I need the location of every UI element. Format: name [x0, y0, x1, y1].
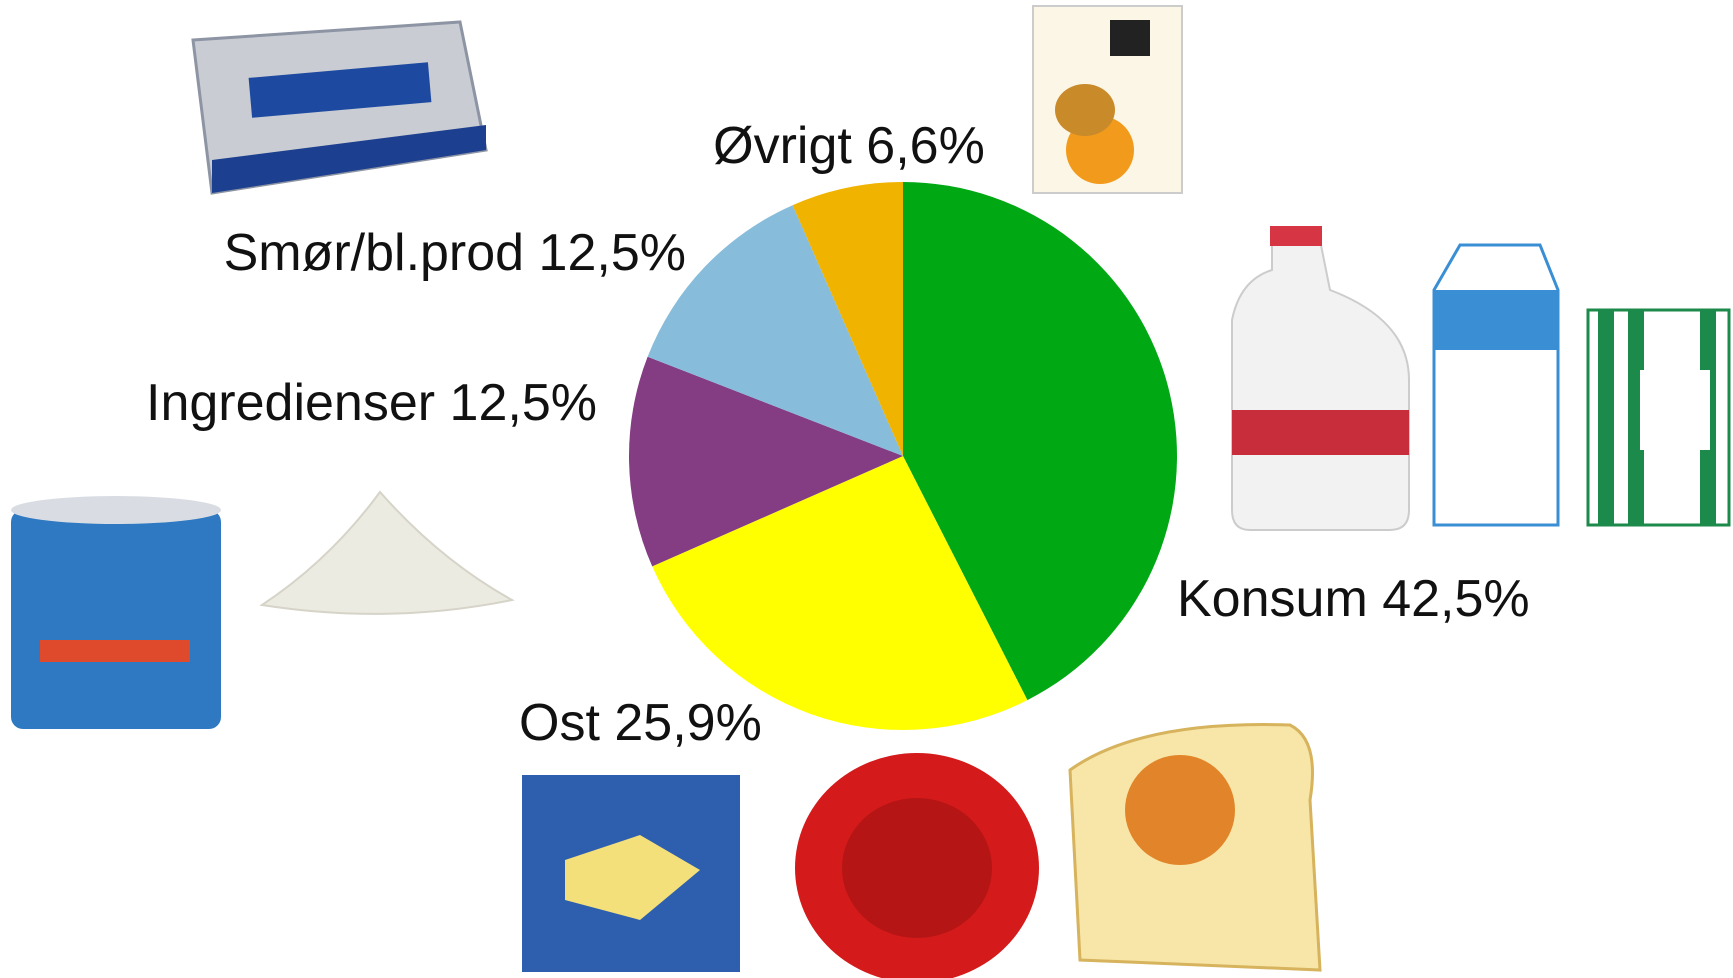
value-label: 12,5%	[539, 224, 686, 282]
category-name: Konsum	[1177, 570, 1368, 628]
butter-box	[193, 22, 486, 193]
flour-pile	[262, 492, 512, 614]
slice-label: Øvrigt 6,6%	[713, 117, 985, 175]
category-name: Ingredienser	[146, 374, 435, 432]
value-label: 25,9%	[614, 694, 761, 752]
milk-carton	[1434, 245, 1558, 525]
category-name: Smør/bl.prod	[224, 224, 525, 282]
value-label: 12,5%	[450, 374, 597, 432]
slice-label: Konsum 42,5%	[1177, 570, 1530, 628]
juice-carton	[1033, 6, 1182, 193]
milk-jug	[1232, 226, 1409, 530]
category-name: Ost	[519, 694, 600, 752]
value-label: 6,6%	[866, 117, 985, 175]
gouda-wheel	[795, 753, 1039, 978]
cheese-wedge	[1070, 725, 1320, 970]
value-label: 42,5%	[1382, 570, 1529, 628]
chart: Konsum 42,5%Ost 25,9%Ingredienser 12,5%S…	[0, 0, 1733, 978]
slice-label: Smør/bl.prod 12,5%	[224, 224, 686, 282]
slice-label: Ingredienser 12,5%	[146, 374, 597, 432]
powder-can	[11, 496, 221, 729]
category-name: Øvrigt	[713, 117, 852, 175]
milk-carton-striped	[1588, 310, 1729, 525]
cheese-box	[522, 775, 740, 972]
slice-label: Ost 25,9%	[519, 694, 762, 752]
pie	[629, 182, 1177, 730]
